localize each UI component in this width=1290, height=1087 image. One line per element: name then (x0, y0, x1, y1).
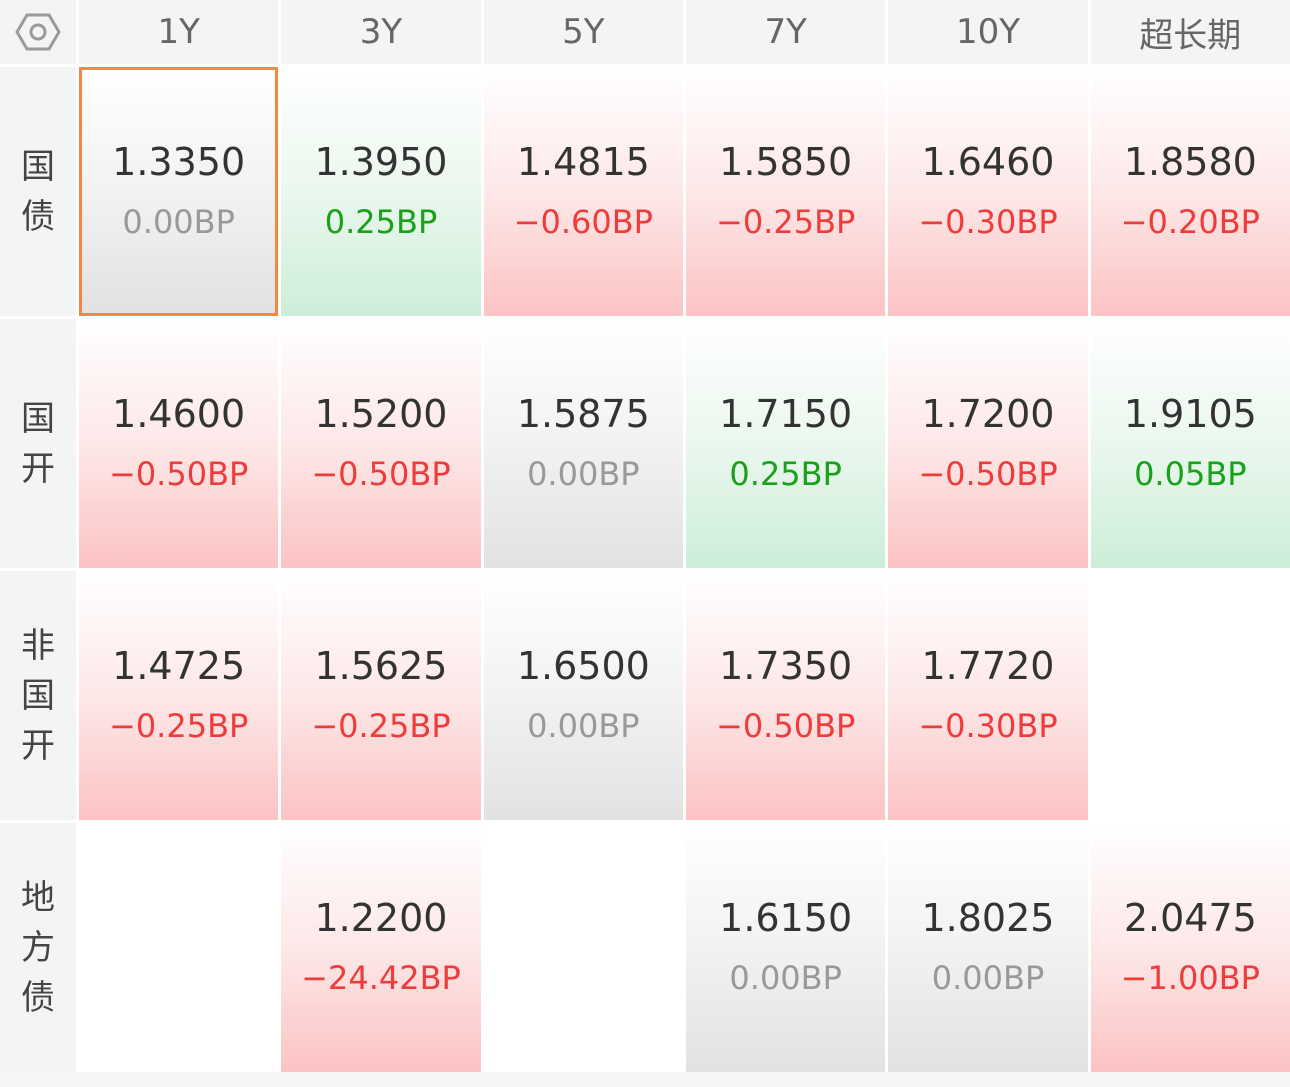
row-label-char: 债 (21, 196, 55, 237)
row-label-char: 非 (21, 625, 55, 666)
rate-cell[interactable]: 1.6460 −0.30BP (888, 67, 1088, 316)
rate-value: 1.2200 (314, 895, 448, 940)
rate-change: −0.30BP (918, 706, 1058, 745)
rate-change: −0.20BP (1120, 202, 1260, 241)
rate-change: −0.25BP (716, 202, 856, 241)
rate-change: −0.25BP (311, 706, 451, 745)
rate-cell[interactable]: 1.8025 0.00BP (888, 823, 1088, 1072)
rate-value: 1.6500 (516, 643, 650, 688)
rate-change: −0.50BP (918, 454, 1058, 493)
rate-change: −0.30BP (918, 202, 1058, 241)
rate-cell[interactable]: 1.6150 0.00BP (685, 823, 886, 1072)
rate-value: 1.5200 (314, 391, 448, 436)
rate-value: 1.5625 (314, 643, 448, 688)
column-header-2[interactable]: 3Y (281, 0, 481, 64)
bottom-strip (0, 1072, 1290, 1087)
column-header-6[interactable]: 超长期 (1090, 0, 1290, 64)
rate-value: 1.7150 (719, 391, 853, 436)
rate-cell[interactable]: 2.0475 −1.00BP (1090, 823, 1290, 1072)
rate-value: 1.7350 (719, 643, 853, 688)
rate-cell[interactable]: 1.3950 0.25BP (281, 67, 481, 316)
row-label-char: 方 (21, 927, 55, 968)
rate-change: −1.00BP (1120, 958, 1260, 997)
rate-change: 0.05BP (1134, 454, 1247, 493)
rate-change: 0.00BP (122, 202, 235, 241)
rate-value: 1.7200 (921, 391, 1055, 436)
rate-cell[interactable]: 1.5875 0.00BP (483, 319, 683, 568)
rate-cell[interactable]: 1.4600 −0.50BP (79, 319, 279, 568)
rate-value: 1.8025 (921, 895, 1055, 940)
rate-change: −0.50BP (716, 706, 856, 745)
rate-value: 1.5850 (719, 139, 853, 184)
settings-hexagon-icon[interactable] (0, 0, 76, 64)
rate-cell[interactable]: 1.7350 −0.50BP (685, 571, 886, 820)
rate-cell[interactable]: 1.4725 −0.25BP (79, 571, 279, 820)
rate-value: 2.0475 (1123, 895, 1257, 940)
row-label-char: 国 (21, 675, 55, 716)
rate-change: 0.00BP (527, 454, 640, 493)
column-header-4[interactable]: 7Y (685, 0, 886, 64)
row-label-char: 地 (21, 877, 55, 918)
rate-cell[interactable]: 1.7720 −0.30BP (888, 571, 1088, 820)
rate-value: 1.3350 (112, 139, 246, 184)
rate-cell[interactable]: 1.7200 −0.50BP (888, 319, 1088, 568)
empty-cell (483, 823, 683, 1072)
rate-change: 0.25BP (324, 202, 438, 241)
rate-change: 0.25BP (729, 454, 842, 493)
row-label-1[interactable]: 国债 (0, 67, 76, 316)
row-label-3[interactable]: 非国开 (0, 571, 76, 820)
rate-change: −0.50BP (109, 454, 249, 493)
rate-value: 1.4725 (112, 643, 246, 688)
rate-cell[interactable]: 1.6500 0.00BP (483, 571, 683, 820)
row-label-char: 债 (21, 977, 55, 1018)
column-header-3[interactable]: 5Y (483, 0, 683, 64)
row-label-4[interactable]: 地方债 (0, 823, 76, 1072)
rate-change: −0.25BP (109, 706, 249, 745)
rate-value: 1.6460 (921, 139, 1055, 184)
row-label-char: 开 (21, 448, 55, 489)
rate-cell[interactable]: 1.5625 −0.25BP (281, 571, 481, 820)
rate-value: 1.4600 (112, 391, 246, 436)
empty-cell (1090, 571, 1290, 820)
rate-value: 1.3950 (314, 139, 448, 184)
rate-value: 1.8580 (1123, 139, 1257, 184)
rate-value: 1.9105 (1123, 391, 1257, 436)
rate-change: 0.00BP (729, 958, 842, 997)
rate-change: −0.60BP (513, 202, 653, 241)
rate-cell[interactable]: 1.2200 −24.42BP (281, 823, 481, 1072)
rate-value: 1.7720 (921, 643, 1055, 688)
rate-change: −0.50BP (311, 454, 451, 493)
rate-value: 1.4815 (516, 139, 650, 184)
rate-cell[interactable]: 1.3350 0.00BP (79, 67, 279, 316)
rate-change: 0.00BP (931, 958, 1045, 997)
rate-value: 1.6150 (719, 895, 853, 940)
row-label-char: 开 (21, 725, 55, 766)
column-header-1[interactable]: 1Y (79, 0, 279, 64)
row-label-char: 国 (21, 398, 55, 439)
row-label-2[interactable]: 国开 (0, 319, 76, 568)
rate-change: −24.42BP (301, 958, 461, 997)
rate-value: 1.5875 (516, 391, 650, 436)
empty-cell (79, 823, 279, 1072)
row-label-char: 国 (21, 146, 55, 187)
rate-cell[interactable]: 1.4815 −0.60BP (483, 67, 683, 316)
rate-cell[interactable]: 1.5850 −0.25BP (685, 67, 886, 316)
rate-cell[interactable]: 1.7150 0.25BP (685, 319, 886, 568)
column-header-5[interactable]: 10Y (888, 0, 1088, 64)
rate-cell[interactable]: 1.5200 −0.50BP (281, 319, 481, 568)
rate-change: 0.00BP (527, 706, 640, 745)
rate-cell[interactable]: 1.9105 0.05BP (1090, 319, 1290, 568)
rate-cell[interactable]: 1.8580 −0.20BP (1090, 67, 1290, 316)
